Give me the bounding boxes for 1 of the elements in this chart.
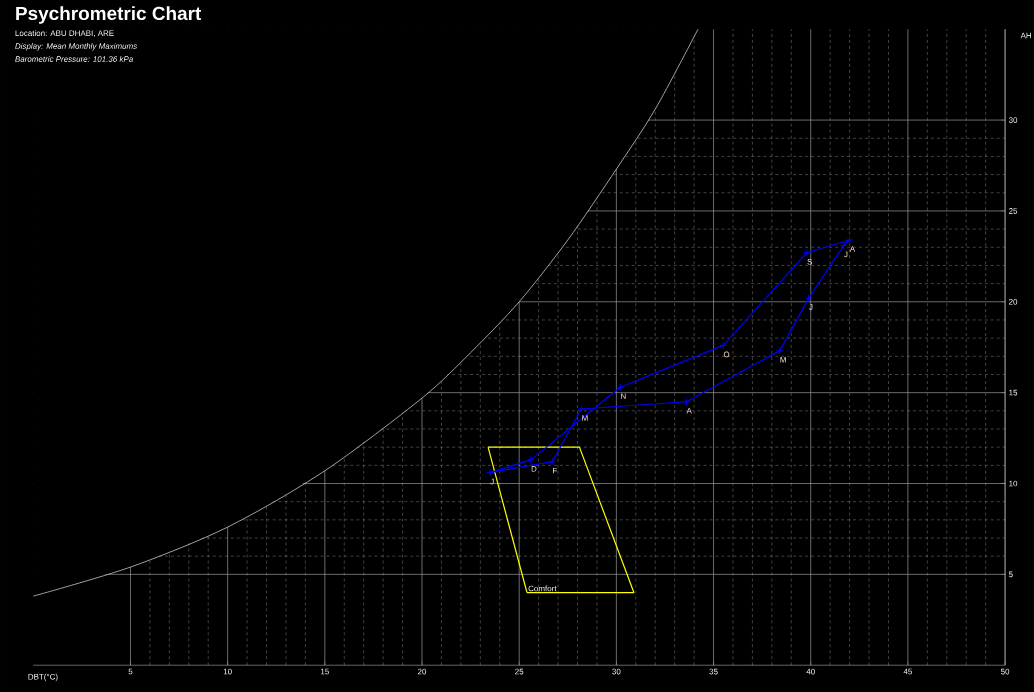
chart-title: Psychrometric Chart	[16, 6, 202, 24]
